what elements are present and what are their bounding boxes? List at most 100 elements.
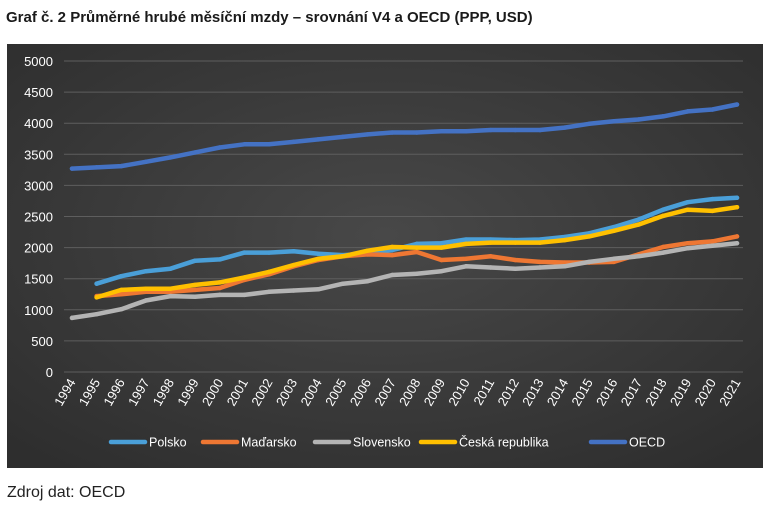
data-point <box>242 142 247 147</box>
y-tick-label: 3500 <box>24 147 53 162</box>
data-point <box>94 311 99 317</box>
data-point <box>119 274 124 279</box>
data-point <box>266 269 272 275</box>
data-point <box>291 288 296 293</box>
chart-panel: 0 500 1000 1500 2000 2500 3000 3500 4000 4500 5000… <box>7 44 763 468</box>
data-point <box>562 264 567 269</box>
data-point <box>463 241 469 247</box>
data-point <box>119 163 124 169</box>
data-point <box>143 286 149 291</box>
series-slovensko <box>69 240 740 321</box>
data-point <box>685 109 690 114</box>
data-point <box>488 240 493 245</box>
series-polsko <box>94 195 740 286</box>
data-point <box>192 287 198 293</box>
data-point <box>365 248 370 253</box>
legend-item: Česká republika <box>418 435 549 450</box>
data-point <box>734 234 740 239</box>
y-tick-label: 500 <box>31 334 53 349</box>
legend: Polsko Maďarsko Slovensko Česká republika OE… <box>108 435 665 450</box>
data-point <box>316 137 321 142</box>
data-point <box>636 222 641 227</box>
data-point <box>710 196 715 202</box>
data-point <box>192 150 198 155</box>
legend-item: Maďarsko <box>200 436 297 450</box>
data-point <box>734 204 740 210</box>
data-point <box>414 130 420 135</box>
data-point <box>734 195 740 201</box>
data-point <box>685 241 690 246</box>
data-point <box>660 114 666 119</box>
data-point <box>340 281 346 286</box>
data-point <box>660 244 666 250</box>
y-tick-label: 1000 <box>24 303 53 318</box>
data-point <box>242 250 247 255</box>
data-point <box>389 244 395 250</box>
data-point <box>611 228 617 234</box>
data-point <box>242 292 247 298</box>
data-point <box>266 289 272 294</box>
data-point <box>365 252 370 257</box>
data-point <box>710 208 715 214</box>
data-point <box>69 315 75 321</box>
data-point <box>710 243 715 248</box>
chart-title: Graf č. 2 Průměrné hrubé měsíční mzdy – … <box>6 9 533 26</box>
data-point <box>660 207 666 212</box>
data-point <box>513 266 518 271</box>
data-point <box>119 287 124 293</box>
data-point <box>168 155 173 160</box>
data-point <box>168 266 173 271</box>
data-point <box>439 269 444 274</box>
legend-item: OECD <box>588 436 665 450</box>
data-point <box>340 134 346 140</box>
data-point <box>636 254 641 259</box>
data-point <box>291 262 296 268</box>
data-point <box>636 217 641 222</box>
data-point <box>217 257 222 262</box>
data-point <box>389 252 395 258</box>
source-note: Zdroj dat: OECD <box>7 484 126 501</box>
y-tick-label: 3000 <box>24 178 53 193</box>
data-point <box>685 199 690 205</box>
data-point <box>611 224 617 230</box>
data-point <box>291 139 296 145</box>
data-point <box>365 278 370 284</box>
data-point <box>316 287 321 292</box>
data-point <box>143 269 149 274</box>
series-oecd <box>69 102 740 171</box>
data-point <box>439 245 444 250</box>
y-tick-label: 1500 <box>24 272 53 287</box>
data-point <box>143 159 149 164</box>
data-point <box>217 280 222 285</box>
data-point <box>414 271 420 276</box>
data-point <box>414 241 420 247</box>
legend-item: Slovensko <box>312 436 411 450</box>
data-point <box>119 292 124 297</box>
data-point <box>611 256 617 261</box>
y-tick-label: 2000 <box>24 241 53 256</box>
data-point <box>389 272 395 278</box>
data-point <box>513 257 518 263</box>
data-point <box>537 265 543 270</box>
data-point <box>463 237 469 242</box>
legend-label: OECD <box>629 436 665 450</box>
data-point <box>587 234 592 239</box>
data-point <box>192 294 198 299</box>
data-point <box>710 239 715 244</box>
data-point <box>463 256 469 261</box>
data-point <box>439 129 444 134</box>
series-line <box>69 102 740 171</box>
data-point <box>94 165 99 170</box>
data-point <box>217 285 222 291</box>
data-point <box>488 265 493 270</box>
data-point <box>710 107 715 112</box>
legend-label: Polsko <box>149 436 187 450</box>
data-point <box>119 306 124 312</box>
data-point <box>414 245 420 250</box>
data-point <box>562 237 567 243</box>
data-point <box>365 132 370 137</box>
data-point <box>414 249 420 255</box>
data-point <box>611 119 617 124</box>
data-point <box>316 256 321 261</box>
y-tick-label: 2500 <box>24 210 53 225</box>
